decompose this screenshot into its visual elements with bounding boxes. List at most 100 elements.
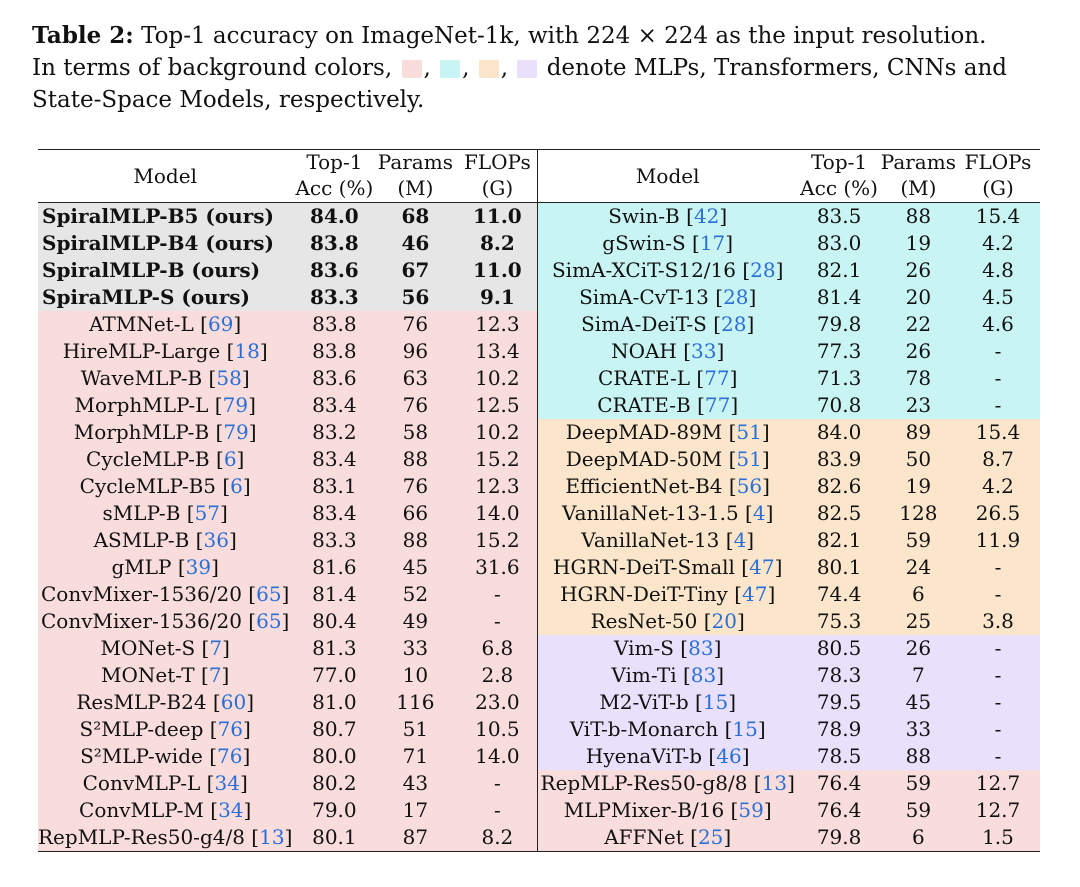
flops-cell: 3.8 [955, 608, 1040, 635]
citation-link[interactable]: 7 [208, 663, 222, 687]
table-row: SimA-XCiT-S12/16 [28] 82.1 26 4.8 [538, 257, 1040, 284]
flops-cell: - [955, 662, 1040, 689]
params-cell: 51 [376, 716, 455, 743]
header-model: Model [38, 149, 293, 203]
citation-link[interactable]: 47 [742, 582, 768, 606]
model-name-cell: HyenaViT-b [46] [538, 743, 798, 770]
citation-link[interactable]: 65 [256, 582, 282, 606]
acc-cell: 79.8 [797, 824, 881, 852]
results-table: Model Top-1 Params FLOPs Acc (%) (M) (G)… [38, 149, 1040, 852]
column-divider [537, 149, 538, 852]
citation-link[interactable]: 76 [217, 717, 244, 741]
flops-cell: 12.3 [454, 311, 541, 338]
citation-link[interactable]: 69 [207, 312, 234, 336]
citation-link[interactable]: 47 [749, 555, 775, 579]
citation-link[interactable]: 20 [711, 609, 737, 633]
acc-cell: 83.4 [292, 392, 377, 419]
table-row: ATMNet-L [69] 83.8 76 12.3 [38, 311, 541, 338]
citation-link[interactable]: 33 [691, 339, 717, 363]
citation-link[interactable]: 60 [220, 690, 247, 714]
citation-link[interactable]: 77 [704, 393, 731, 417]
flops-cell: 15.2 [454, 527, 541, 554]
flops-cell: 1.5 [955, 824, 1040, 852]
acc-cell: 83.9 [797, 446, 881, 473]
citation-link[interactable]: 4 [733, 528, 747, 552]
citation-link[interactable]: 28 [723, 285, 749, 309]
citation-link[interactable]: 36 [203, 528, 229, 552]
table-row: SpiralMLP-B5 (ours) 84.0 68 11.0 [38, 202, 541, 230]
citation-link[interactable]: 15 [702, 690, 729, 714]
flops-cell: - [454, 608, 541, 635]
model-name-cell: VanillaNet-13-1.5 [4] [538, 500, 798, 527]
citation-link[interactable]: 65 [256, 609, 282, 633]
model-name-cell: DeepMAD-50M [51] [538, 446, 798, 473]
params-cell: 19 [880, 230, 956, 257]
citation-link[interactable]: 77 [704, 366, 730, 390]
citation-link[interactable]: 34 [218, 798, 244, 822]
flops-cell: 26.5 [955, 500, 1040, 527]
model-name: AFFNet [604, 825, 684, 849]
citation-link[interactable]: 39 [185, 555, 212, 579]
params-cell: 71 [376, 743, 455, 770]
acc-cell: 83.1 [292, 473, 377, 500]
citation-link[interactable]: 15 [732, 717, 758, 741]
model-name-cell: RepMLP-Res50-g4/8 [13] [38, 824, 293, 852]
citation-link[interactable]: 58 [216, 366, 242, 390]
header-params-unit: (M) [376, 175, 455, 203]
citation-link[interactable]: 79 [223, 420, 249, 444]
model-name: MorphMLP-L [74, 393, 209, 417]
model-name-cell: SpiralMLP-B (ours) [38, 257, 293, 284]
table-row: HGRN-DeiT-Tiny [47] 74.4 6- [538, 581, 1040, 608]
model-name: ConvMixer-1536/20 [41, 609, 242, 633]
citation-link[interactable]: 42 [693, 204, 720, 228]
acc-cell: 83.5 [797, 202, 881, 230]
acc-cell: 83.3 [292, 284, 377, 311]
model-name: MorphMLP-B [73, 420, 210, 444]
table-row: ASMLP-B [36] 83.3 88 15.2 [38, 527, 541, 554]
model-name: CRATE-L [597, 366, 691, 390]
citation-link[interactable]: 7 [209, 636, 223, 660]
model-name-cell: HireMLP-Large [18] [38, 338, 293, 365]
caption-line2b: denote MLPs, Transformers, CNNs and [546, 55, 1008, 81]
table-row: S²MLP-wide [76] 80.0 71 14.0 [38, 743, 541, 770]
acc-cell: 81.6 [292, 554, 377, 581]
citation-link[interactable]: 79 [222, 393, 249, 417]
citation-link[interactable]: 59 [738, 798, 764, 822]
flops-cell: - [955, 554, 1040, 581]
params-cell: 10 [376, 662, 455, 689]
model-name: ResNet-50 [590, 609, 698, 633]
citation-link[interactable]: 17 [699, 231, 726, 255]
citation-link[interactable]: 57 [194, 501, 221, 525]
params-cell: 58 [376, 419, 455, 446]
citation-link[interactable]: 28 [721, 312, 747, 336]
citation-link[interactable]: 46 [716, 744, 742, 768]
model-name-cell: SpiraMLP-S (ours) [38, 284, 293, 311]
table-row: SpiralMLP-B4 (ours) 83.8 46 8.2 [38, 230, 541, 257]
citation-link[interactable]: 76 [217, 744, 243, 768]
citation-link[interactable]: 6 [223, 447, 237, 471]
citation-link[interactable]: 51 [736, 447, 762, 471]
header-acc: Top-1 [797, 149, 881, 175]
model-name-cell: ConvMLP-L [34] [38, 770, 293, 797]
flops-cell: - [454, 581, 541, 608]
params-cell: 68 [376, 202, 455, 230]
model-name: gMLP [111, 555, 172, 579]
acc-cell: 70.8 [797, 392, 881, 419]
citation-link[interactable]: 83 [688, 636, 714, 660]
citation-link[interactable]: 4 [752, 501, 766, 525]
table-row: ResNet-50 [20] 75.3 25 3.8 [538, 608, 1040, 635]
right-table-body: Swin-B [42] 83.5 88 15.4 gSwin-S [17] 83.0 19 4… [538, 202, 1040, 852]
citation-link[interactable]: 51 [736, 420, 762, 444]
model-name: ConvMLP-L [82, 771, 201, 795]
acc-cell: 83.2 [292, 419, 377, 446]
citation-link[interactable]: 56 [736, 474, 763, 498]
citation-link[interactable]: 25 [697, 825, 724, 849]
citation-link[interactable]: 83 [690, 663, 717, 687]
model-name: ResMLP-B24 [76, 690, 207, 714]
citation-link[interactable]: 34 [214, 771, 240, 795]
citation-link[interactable]: 18 [234, 339, 260, 363]
citation-link[interactable]: 28 [750, 258, 776, 282]
citation-link[interactable]: 6 [230, 474, 243, 498]
citation-link[interactable]: 13 [761, 771, 788, 795]
citation-link[interactable]: 13 [259, 825, 285, 849]
